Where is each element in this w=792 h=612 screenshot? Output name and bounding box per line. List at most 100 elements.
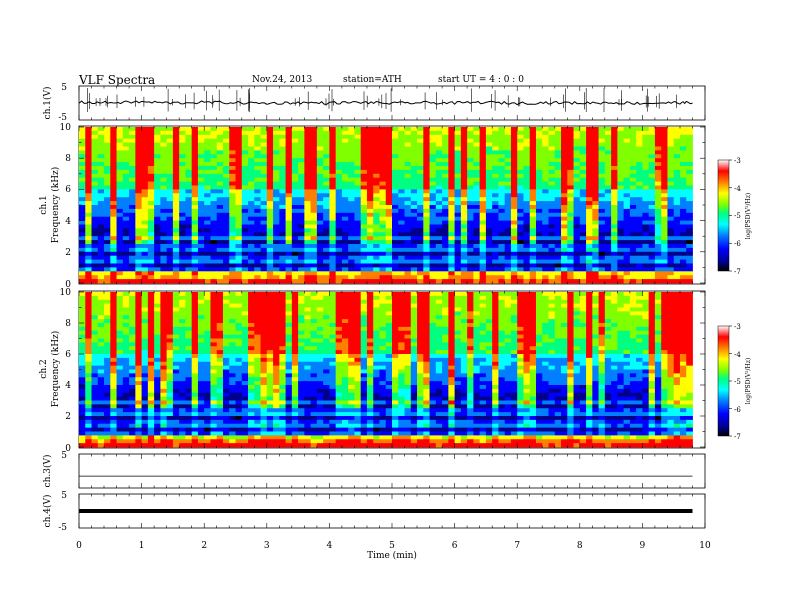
ch1-spectrogram-cell <box>254 267 261 272</box>
ch2-spectrogram-cell <box>316 303 324 308</box>
ch1-spectrogram-cell <box>147 201 155 206</box>
ch1-spectrogram-cell <box>586 154 593 159</box>
ch2-spectrogram-cell <box>197 292 205 297</box>
ch1-spectrogram-cell <box>185 259 193 264</box>
ch2-spectrogram-cell <box>285 292 293 297</box>
ch1-spectrogram-cell <box>354 240 362 245</box>
ch1-spectrogram-cell <box>285 142 293 147</box>
ch1-spectrogram-cell <box>254 150 261 155</box>
ch1-spectrogram-cell <box>473 279 481 284</box>
ch1-spectrogram-cell <box>79 154 86 159</box>
ch1-spectrogram-cell <box>673 228 681 233</box>
ch2-spectrogram-cell <box>147 303 155 308</box>
ch2-spectrogram-cell <box>404 323 412 328</box>
ch2-spectrogram-cell <box>304 330 312 336</box>
ch1-spectrogram-cell <box>185 232 193 237</box>
ch1-spectrogram-cell <box>642 193 650 198</box>
ch1-spectrogram-cell <box>604 263 612 268</box>
ch1-spectrogram-cell <box>648 267 656 272</box>
ch1-spectrogram-cell <box>204 208 211 214</box>
ch1-spectrogram-cell <box>642 236 650 241</box>
ch1-spectrogram-cell <box>435 158 443 163</box>
ch1-spectrogram-cell <box>435 255 443 260</box>
ch2-spectrogram-cell <box>210 319 218 324</box>
ch1-spectrogram-cell <box>154 275 161 280</box>
ch1-spectrogram-cell <box>141 181 149 186</box>
ch1-spectrogram-cell <box>498 220 506 225</box>
ch1-spectrogram-cell <box>579 263 587 268</box>
ch1-spectrogram-cell <box>654 255 662 260</box>
ch1-spectrogram-cell <box>310 127 318 132</box>
ch1-spectrogram-cell <box>279 193 286 198</box>
ch1-spectrogram-cell <box>122 130 130 136</box>
ch1-spectrogram-cell <box>579 228 587 233</box>
ch1-spectrogram-cell <box>147 181 155 186</box>
ch1-spectrogram-cell <box>398 275 405 280</box>
ch1-spectrogram-cell <box>485 150 493 155</box>
ch1-spectrogram-cell <box>204 220 211 225</box>
ch1-spectrogram-cell <box>554 275 562 280</box>
ch1-spectrogram-cell <box>504 216 512 221</box>
ch1-spectrogram-cell <box>604 279 612 284</box>
ch1-spectrogram-cell <box>442 142 449 147</box>
ch1-spectrogram-cell <box>260 142 268 147</box>
ch1-spectrogram-cell <box>611 228 618 233</box>
ch1-spectrogram-cell <box>423 232 430 237</box>
ch2-spectrogram-cell <box>467 319 474 324</box>
ch1-spectrogram-cell <box>323 130 330 136</box>
ch1-spectrogram-cell <box>592 208 599 214</box>
ch1-spectrogram-cell <box>91 158 99 163</box>
ch1-spectrogram-cell <box>673 279 681 284</box>
ch1-spectrogram-cell <box>222 127 230 132</box>
ch1-spectrogram-cell <box>291 208 299 214</box>
ch1-spectrogram-cell <box>116 185 124 190</box>
ch2-spectrogram-cell <box>260 303 268 308</box>
ch1-spectrogram-cell <box>686 224 693 229</box>
ch1-spectrogram-cell <box>504 189 512 194</box>
ch1-spectrogram-cell <box>448 259 455 264</box>
ch1-spectrogram-cell <box>473 130 481 136</box>
ch1-spectrogram-cell <box>648 228 656 233</box>
ch1-spectrogram-cell <box>285 130 293 136</box>
ch1-spectrogram-cell <box>348 236 355 241</box>
ch1-spectrogram-cell <box>598 216 606 221</box>
ch2-spectrogram-cell <box>273 299 280 305</box>
ch1-spectrogram-cell <box>510 275 518 280</box>
ch2-spectrogram-cell <box>448 311 455 316</box>
ch1-spectrogram-cell <box>398 208 405 214</box>
ch1-spectrogram-cell <box>523 232 531 237</box>
ch1-spectrogram-cell <box>417 166 424 171</box>
ch1-spectrogram-cell <box>179 173 186 179</box>
ch1-spectrogram-cell <box>398 185 405 190</box>
ch1-spectrogram-cell <box>473 138 481 143</box>
ch1-spectrogram-cell <box>398 142 405 147</box>
ch1-spectrogram-cell <box>423 201 430 206</box>
ch1-spectrogram-cell <box>629 181 637 186</box>
ch1-spectrogram-cell <box>222 205 230 210</box>
ch1-spectrogram-cell <box>266 240 274 245</box>
ch1-spectrogram-cell <box>304 130 312 136</box>
ch1-spectrogram-cell <box>454 189 462 194</box>
ch1-spectrogram-cell <box>197 177 205 182</box>
ch1-spectrogram-cell <box>147 220 155 225</box>
ch1-spectrogram-cell <box>160 138 168 143</box>
ch1-spectrogram-cell <box>573 259 581 264</box>
ch1-spectrogram-cell <box>636 134 643 140</box>
ch1-spectrogram-cell <box>604 169 612 175</box>
ch2-spectrogram-cell <box>335 303 343 308</box>
ch1-spectrogram-cell <box>260 228 268 233</box>
ch1-spectrogram-cell <box>510 251 518 257</box>
ch1-spectrogram-cell <box>160 236 168 241</box>
ch1-spectrogram-cell <box>329 173 337 179</box>
ch1-spectrogram-cell <box>373 251 380 257</box>
ch1-spectrogram-cell <box>592 166 599 171</box>
ch2-spectrogram-cell <box>97 326 105 332</box>
ch1-spectrogram-cell <box>592 177 599 182</box>
ch1-spectrogram-cell <box>661 247 668 253</box>
ch1-spectrogram-cell <box>673 150 681 155</box>
ch1-spectrogram-cell <box>473 173 481 179</box>
ch1-spectrogram-cell <box>561 263 568 268</box>
ch2-spectrogram-cell <box>354 307 362 312</box>
ch1-spectrogram-cell <box>417 169 424 175</box>
ch1-spectrogram-cell <box>285 189 293 194</box>
